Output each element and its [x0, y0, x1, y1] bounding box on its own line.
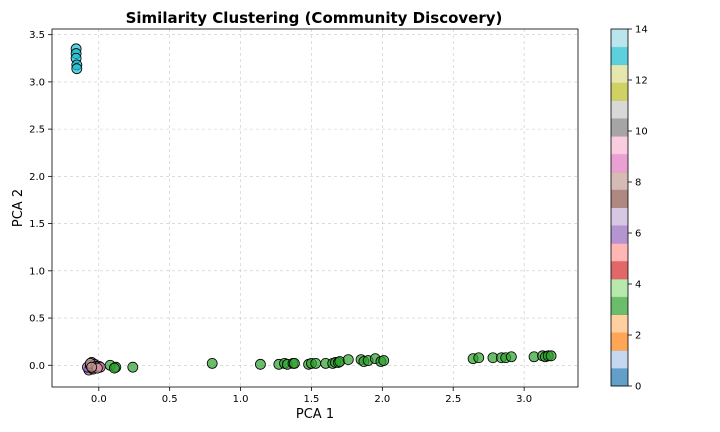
- colorbar-segment: [611, 225, 628, 244]
- data-point: [378, 355, 390, 366]
- x-tick-label: 1.0: [233, 394, 249, 405]
- y-tick-label: 2.0: [29, 172, 45, 183]
- data-point: [86, 361, 98, 373]
- colorbar-tick-label: 4: [635, 280, 641, 291]
- y-axis-ticks: 0.0 0.5 1.0 1.5 2.0 2.5 3.0 3.5: [29, 30, 52, 372]
- colorbar-tick-label: 6: [635, 229, 641, 240]
- colorbar: [610, 28, 629, 387]
- plot-area-border: [51, 28, 579, 388]
- colorbar-tick-label: 14: [635, 25, 648, 36]
- data-points: [70, 43, 557, 376]
- colorbar-tick-label: 8: [635, 178, 641, 189]
- data-point: [289, 357, 300, 369]
- x-axis-ticks: 0.0 0.5 1.0 1.5 2.0 2.5 3.0: [91, 387, 532, 405]
- data-point: [206, 357, 218, 369]
- colorbar-segment: [611, 64, 628, 83]
- colorbar-tick-label: 12: [635, 76, 648, 87]
- colorbar-segment: [611, 82, 628, 101]
- data-point: [505, 351, 517, 363]
- colorbar-segment: [611, 100, 628, 119]
- colorbar-tick-label: 10: [635, 127, 648, 138]
- colorbar-segment: [611, 368, 628, 387]
- colorbar-segment: [611, 314, 628, 333]
- colorbar-segment: [611, 189, 628, 208]
- y-tick-label: 3.0: [29, 77, 45, 88]
- colorbar-segment: [611, 243, 628, 262]
- x-tick-label: 3.0: [516, 394, 532, 405]
- colorbar-border: [610, 28, 629, 387]
- x-tick-label: 2.0: [374, 394, 390, 405]
- chart-title: Similarity Clustering (Community Discove…: [126, 9, 503, 27]
- colorbar-ticks: 0 2 4 6 8 10 12 14: [628, 25, 648, 393]
- x-tick-label: 0.0: [91, 394, 107, 405]
- colorbar-tick-label: 0: [635, 382, 641, 393]
- colorbar-segment: [611, 350, 628, 369]
- data-point: [342, 354, 354, 366]
- colorbar-segment: [611, 118, 628, 137]
- data-point: [71, 63, 83, 75]
- y-tick-label: 3.5: [29, 30, 45, 41]
- x-tick-label: 0.5: [162, 394, 178, 405]
- grid-lines: [52, 29, 578, 387]
- colorbar-segment: [611, 171, 628, 191]
- colorbar-segment: [611, 29, 628, 48]
- colorbar-segment: [611, 153, 628, 173]
- colorbar-segment: [611, 296, 628, 315]
- y-tick-label: 0.0: [29, 361, 45, 372]
- data-point: [255, 358, 266, 370]
- data-point: [127, 361, 139, 373]
- colorbar-segment: [611, 136, 628, 155]
- colorbar-segment: [611, 278, 628, 298]
- colorbar-segment: [611, 332, 628, 351]
- y-tick-label: 0.5: [29, 314, 45, 325]
- colorbar-segment: [611, 207, 628, 226]
- x-tick-label: 2.5: [445, 394, 461, 405]
- colorbar-tick-label: 2: [635, 331, 641, 342]
- y-tick-label: 1.5: [29, 219, 45, 230]
- y-axis-label: PCA 2: [11, 189, 26, 227]
- colorbar-segment: [611, 46, 628, 66]
- x-axis-label: PCA 1: [296, 407, 334, 422]
- data-point: [545, 350, 557, 362]
- data-point: [108, 362, 120, 374]
- y-tick-label: 2.5: [29, 125, 45, 136]
- colorbar-segment: [611, 261, 628, 280]
- data-point: [473, 352, 485, 364]
- data-point: [310, 357, 322, 369]
- y-tick-label: 1.0: [29, 266, 45, 277]
- x-tick-label: 1.5: [304, 394, 320, 405]
